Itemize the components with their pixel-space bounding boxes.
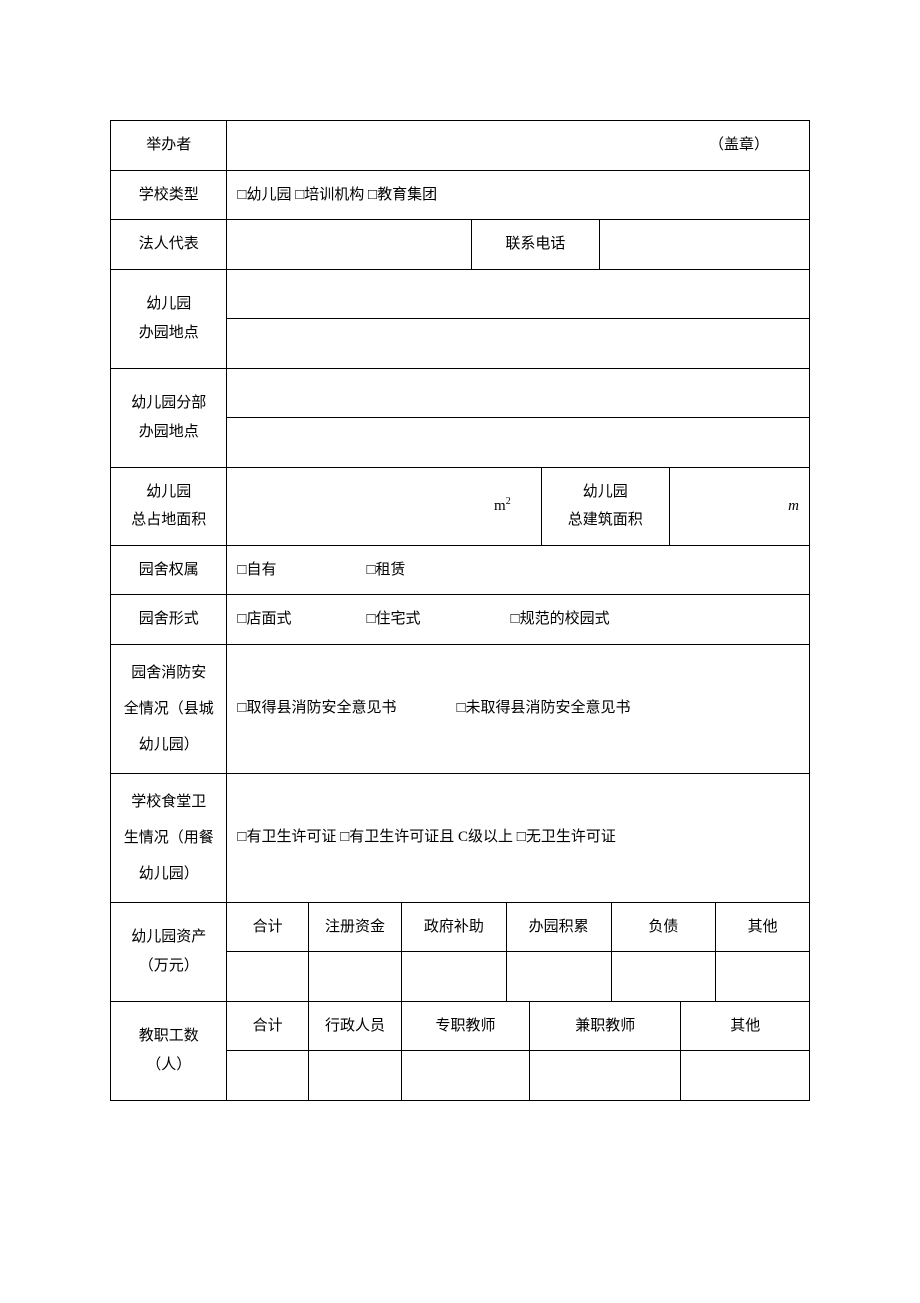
label-kg-location-l1: 幼儿园 <box>146 296 191 312</box>
label-assets-gov: 政府补助 <box>402 902 507 952</box>
cell-assets-other[interactable] <box>716 952 810 1002</box>
row-ownership: 园舍权属 □自有 □租赁 <box>111 545 810 595</box>
label-kg-branch-l2: 办园地点 <box>139 424 199 440</box>
label-staff-l2: （人） <box>146 1057 191 1073</box>
label-form: 园舍形式 <box>111 595 227 645</box>
cell-legal-rep-value[interactable] <box>227 220 471 270</box>
cell-assets-reg[interactable] <box>308 952 401 1002</box>
row-assets-header: 幼儿园资产 （万元） 合计 注册资金 政府补助 办园积累 负债 其他 <box>111 902 810 952</box>
label-assets-reg: 注册资金 <box>308 902 401 952</box>
cell-assets-gov[interactable] <box>402 952 507 1002</box>
cell-kg-location-2[interactable] <box>227 319 810 369</box>
cell-staff-admin[interactable] <box>308 1051 401 1101</box>
cell-kg-branch-1[interactable] <box>227 368 810 418</box>
label-total-land-l1: 幼儿园 <box>146 484 191 500</box>
cell-staff-full[interactable] <box>402 1051 530 1101</box>
row-organizer: 举办者 （盖章） <box>111 121 810 171</box>
cell-phone-value[interactable] <box>599 220 809 270</box>
label-staff-l1: 教职工数 <box>139 1028 199 1044</box>
label-phone: 联系电话 <box>471 220 599 270</box>
label-assets: 幼儿园资产 （万元） <box>111 902 227 1001</box>
cell-fire-options[interactable]: □取得县消防安全意见书 □未取得县消防安全意见书 <box>227 644 810 773</box>
label-canteen-l1: 学校食堂卫 <box>131 794 206 810</box>
label-staff-admin: 行政人员 <box>308 1001 401 1051</box>
row-form: 园舍形式 □店面式 □住宅式 □规范的校园式 <box>111 595 810 645</box>
label-fire: 园舍消防安 全情况（县城 幼儿园） <box>111 644 227 773</box>
label-assets-debt: 负债 <box>611 902 716 952</box>
cell-organizer-stamp[interactable]: （盖章） <box>227 121 810 171</box>
cell-assets-total[interactable] <box>227 952 308 1002</box>
cell-staff-part[interactable] <box>530 1051 681 1101</box>
label-staff-part: 兼职教师 <box>530 1001 681 1051</box>
cell-total-land-value[interactable]: m2 <box>227 467 541 545</box>
unit-m2-sup: 2 <box>506 496 511 507</box>
label-canteen: 学校食堂卫 生情况（用餐 幼儿园） <box>111 773 227 902</box>
row-kg-location: 幼儿园 办园地点 <box>111 269 810 319</box>
row-staff-header: 教职工数 （人） 合计 行政人员 专职教师 兼职教师 其他 <box>111 1001 810 1051</box>
cell-school-type-options[interactable]: □幼儿园 □培训机构 □教育集团 <box>227 170 810 220</box>
cell-total-build-value[interactable]: m <box>669 467 809 545</box>
form-page: 举办者 （盖章） 学校类型 □幼儿园 □培训机构 □教育集团 法人代表 联系电话… <box>0 0 920 1303</box>
row-area: 幼儿园 总占地面积 m2 幼儿园 总建筑面积 m <box>111 467 810 545</box>
label-assets-l1: 幼儿园资产 <box>131 929 206 945</box>
cell-staff-total[interactable] <box>227 1051 308 1101</box>
cell-staff-other[interactable] <box>681 1051 810 1101</box>
label-total-land-l2: 总占地面积 <box>131 512 206 528</box>
cell-form-options[interactable]: □店面式 □住宅式 □规范的校园式 <box>227 595 810 645</box>
label-staff-full: 专职教师 <box>402 1001 530 1051</box>
cell-ownership-options[interactable]: □自有 □租赁 <box>227 545 810 595</box>
label-fire-l2: 全情况（县城 <box>124 701 214 717</box>
label-total-build: 幼儿园 总建筑面积 <box>541 467 669 545</box>
row-kg-branch: 幼儿园分部 办园地点 <box>111 368 810 418</box>
label-assets-total: 合计 <box>227 902 308 952</box>
label-canteen-l2: 生情况（用餐 <box>124 830 214 846</box>
label-kg-location-l2: 办园地点 <box>139 325 199 341</box>
label-staff-other: 其他 <box>681 1001 810 1051</box>
row-canteen: 学校食堂卫 生情况（用餐 幼儿园） □有卫生许可证 □有卫生许可证且 C级以上 … <box>111 773 810 902</box>
label-total-build-l2: 总建筑面积 <box>568 512 643 528</box>
label-kg-location: 幼儿园 办园地点 <box>111 269 227 368</box>
row-legal-rep: 法人代表 联系电话 <box>111 220 810 270</box>
label-total-land: 幼儿园 总占地面积 <box>111 467 227 545</box>
label-organizer: 举办者 <box>111 121 227 171</box>
cell-kg-branch-2[interactable] <box>227 418 810 468</box>
row-fire: 园舍消防安 全情况（县城 幼儿园） □取得县消防安全意见书 □未取得县消防安全意… <box>111 644 810 773</box>
unit-m2: m <box>494 498 506 514</box>
label-staff: 教职工数 （人） <box>111 1001 227 1100</box>
cell-assets-accum[interactable] <box>506 952 611 1002</box>
label-total-build-l1: 幼儿园 <box>583 484 628 500</box>
label-staff-total: 合计 <box>227 1001 308 1051</box>
label-assets-l2: （万元） <box>139 958 199 974</box>
label-canteen-l3: 幼儿园） <box>139 866 199 882</box>
label-fire-l1: 园舍消防安 <box>131 665 206 681</box>
cell-kg-location-1[interactable] <box>227 269 810 319</box>
label-legal-rep: 法人代表 <box>111 220 227 270</box>
label-assets-accum: 办园积累 <box>506 902 611 952</box>
label-ownership: 园舍权属 <box>111 545 227 595</box>
form-table: 举办者 （盖章） 学校类型 □幼儿园 □培训机构 □教育集团 法人代表 联系电话… <box>110 120 810 1101</box>
label-assets-other: 其他 <box>716 902 810 952</box>
label-fire-l3: 幼儿园） <box>139 737 199 753</box>
cell-canteen-options[interactable]: □有卫生许可证 □有卫生许可证且 C级以上 □无卫生许可证 <box>227 773 810 902</box>
label-kg-branch-l1: 幼儿园分部 <box>131 395 206 411</box>
row-school-type: 学校类型 □幼儿园 □培训机构 □教育集团 <box>111 170 810 220</box>
label-school-type: 学校类型 <box>111 170 227 220</box>
label-kg-branch: 幼儿园分部 办园地点 <box>111 368 227 467</box>
cell-assets-debt[interactable] <box>611 952 716 1002</box>
